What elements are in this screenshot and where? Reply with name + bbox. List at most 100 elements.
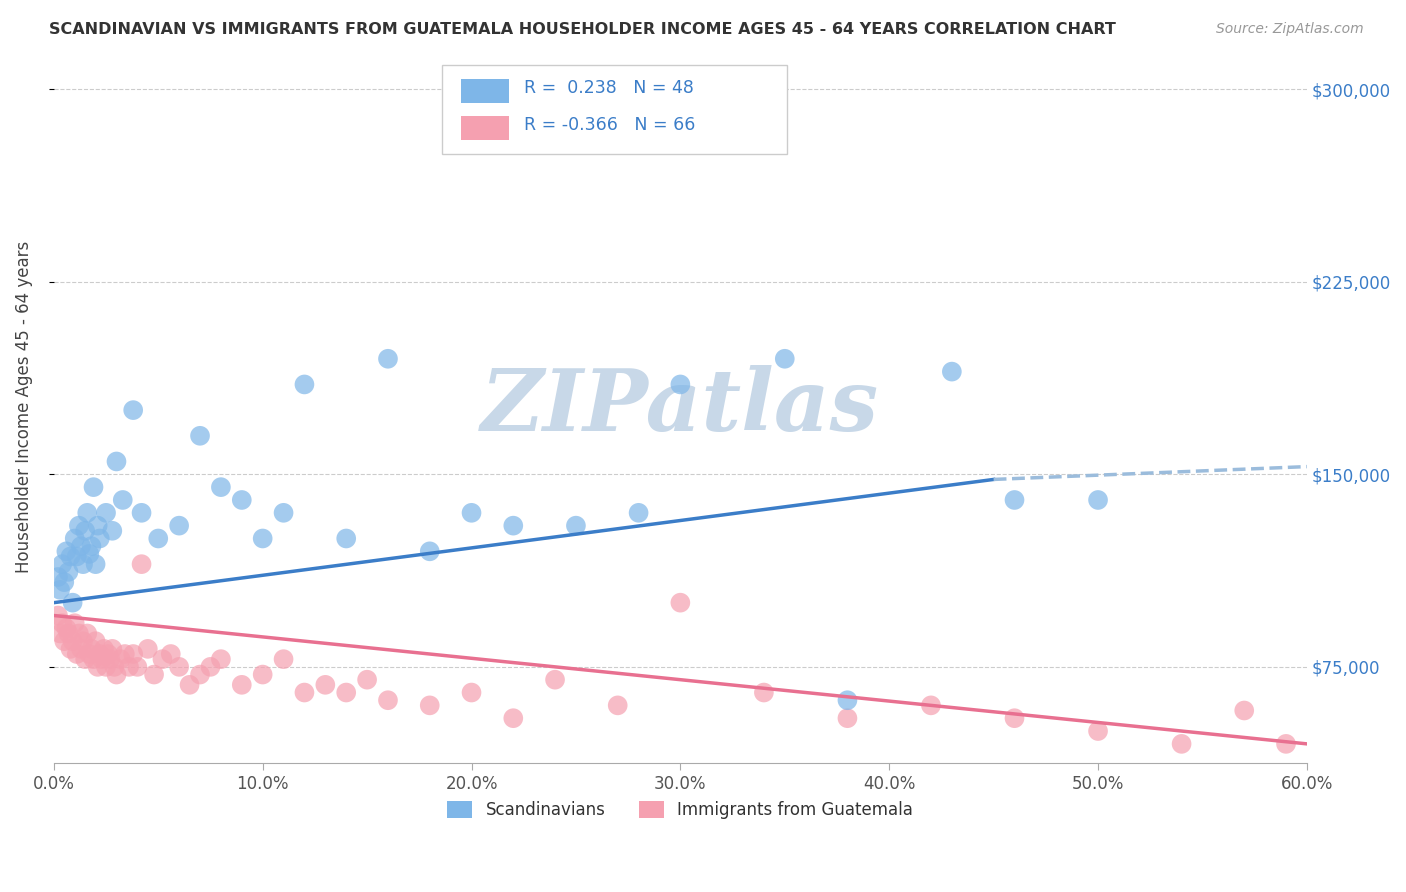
Point: [179, 678, 201, 692]
Point: [62, 596, 84, 610]
Text: R =  0.238   N = 48: R = 0.238 N = 48: [523, 79, 693, 97]
Point: [59, 549, 82, 564]
Point: [111, 493, 134, 508]
Point: [419, 698, 441, 713]
Point: [143, 667, 166, 681]
Point: [66, 647, 89, 661]
Point: [86, 660, 108, 674]
Point: [148, 532, 170, 546]
Point: [920, 698, 942, 713]
Point: [101, 524, 124, 538]
Point: [55, 544, 77, 558]
Point: [502, 518, 524, 533]
Point: [377, 693, 399, 707]
Point: [152, 652, 174, 666]
Point: [76, 506, 98, 520]
Point: [252, 532, 274, 546]
Point: [627, 506, 650, 520]
Point: [118, 660, 141, 674]
Point: [565, 518, 588, 533]
Point: [502, 711, 524, 725]
Point: [159, 647, 181, 661]
Point: [46, 570, 69, 584]
Point: [460, 685, 482, 699]
Text: ZIPatlas: ZIPatlas: [481, 365, 879, 449]
Point: [1004, 711, 1026, 725]
Point: [62, 634, 84, 648]
Bar: [461, 116, 509, 140]
Point: [79, 647, 101, 661]
Point: [46, 608, 69, 623]
Point: [110, 652, 132, 666]
Text: SCANDINAVIAN VS IMMIGRANTS FROM GUATEMALA HOUSEHOLDER INCOME AGES 45 - 64 YEARS : SCANDINAVIAN VS IMMIGRANTS FROM GUATEMAL…: [49, 22, 1116, 37]
Point: [83, 480, 105, 494]
Point: [377, 351, 399, 366]
Point: [84, 557, 107, 571]
Point: [209, 652, 232, 666]
Point: [209, 480, 232, 494]
Point: [79, 547, 101, 561]
Point: [53, 575, 76, 590]
Point: [49, 626, 72, 640]
Point: [51, 616, 73, 631]
Point: [122, 403, 145, 417]
Point: [544, 673, 567, 687]
Point: [86, 518, 108, 533]
Point: [84, 634, 107, 648]
Point: [59, 641, 82, 656]
Point: [127, 660, 149, 674]
Point: [606, 698, 628, 713]
Point: [105, 454, 128, 468]
Point: [273, 506, 295, 520]
Point: [89, 647, 111, 661]
Point: [80, 539, 103, 553]
Point: [58, 626, 80, 640]
Point: [1004, 493, 1026, 508]
Point: [1087, 493, 1109, 508]
Point: [837, 711, 859, 725]
Point: [55, 621, 77, 635]
Point: [294, 685, 316, 699]
Point: [97, 647, 120, 661]
Point: [1087, 724, 1109, 739]
Point: [51, 557, 73, 571]
Point: [66, 549, 89, 564]
Point: [188, 429, 211, 443]
Point: [72, 634, 94, 648]
Point: [167, 518, 190, 533]
Point: [76, 626, 98, 640]
Point: [67, 518, 90, 533]
Bar: [461, 79, 509, 103]
Point: [200, 660, 222, 674]
Point: [49, 582, 72, 597]
Point: [94, 506, 117, 520]
Point: [419, 544, 441, 558]
Point: [131, 557, 153, 571]
Point: [75, 524, 97, 538]
FancyBboxPatch shape: [443, 65, 787, 154]
Point: [273, 652, 295, 666]
Point: [1170, 737, 1192, 751]
Point: [941, 365, 963, 379]
Point: [136, 641, 159, 656]
Point: [114, 647, 136, 661]
Point: [105, 667, 128, 681]
Point: [122, 647, 145, 661]
Point: [72, 557, 94, 571]
Point: [335, 685, 357, 699]
Legend: Scandinavians, Immigrants from Guatemala: Scandinavians, Immigrants from Guatemala: [441, 795, 920, 826]
Point: [167, 660, 190, 674]
Point: [75, 652, 97, 666]
Point: [188, 667, 211, 681]
Point: [1233, 704, 1256, 718]
Point: [314, 678, 336, 692]
Point: [252, 667, 274, 681]
Point: [837, 693, 859, 707]
Point: [231, 493, 253, 508]
Y-axis label: Householder Income Ages 45 - 64 years: Householder Income Ages 45 - 64 years: [15, 241, 32, 573]
Point: [63, 532, 86, 546]
Point: [89, 532, 111, 546]
Point: [356, 673, 378, 687]
Point: [460, 506, 482, 520]
Point: [70, 539, 93, 553]
